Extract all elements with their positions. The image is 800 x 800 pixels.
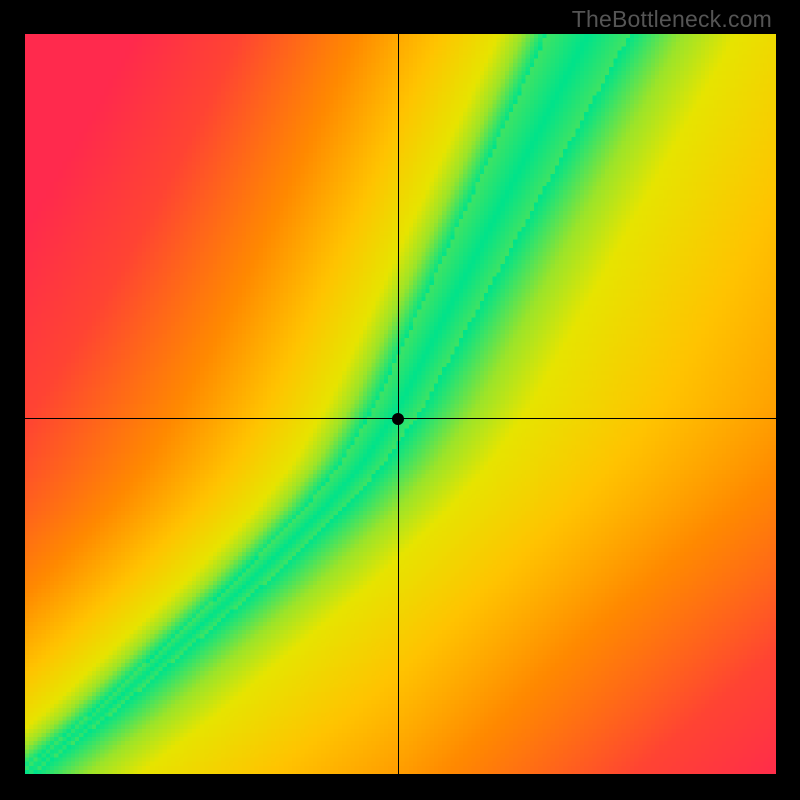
chart-container: TheBottleneck.com [0,0,800,800]
heatmap-canvas [25,34,776,774]
crosshair-vertical [398,34,399,774]
crosshair-marker [392,413,404,425]
plot-area [25,34,776,774]
watermark-text: TheBottleneck.com [572,6,772,33]
